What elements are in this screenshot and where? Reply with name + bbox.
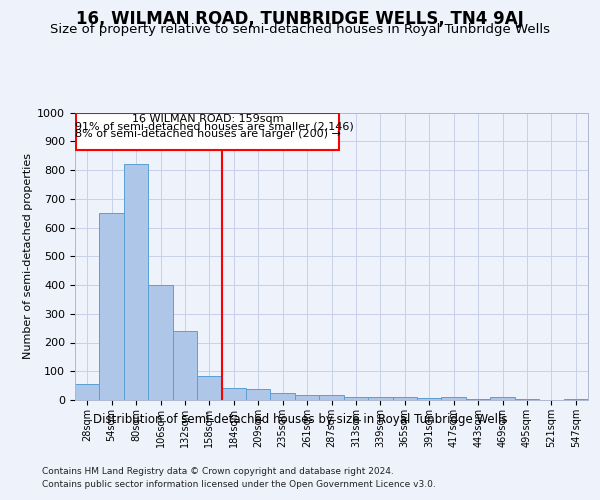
Bar: [368, 396, 392, 400]
Y-axis label: Number of semi-detached properties: Number of semi-detached properties: [23, 153, 33, 359]
Text: 8% of semi-detached houses are larger (200) →: 8% of semi-detached houses are larger (2…: [74, 129, 340, 139]
Bar: [173, 331, 197, 400]
Text: Contains public sector information licensed under the Open Government Licence v3: Contains public sector information licen…: [42, 480, 436, 489]
Bar: [417, 398, 442, 400]
Bar: [490, 397, 515, 400]
Text: 16 WILMAN ROAD: 159sqm: 16 WILMAN ROAD: 159sqm: [132, 114, 283, 124]
Bar: [221, 388, 246, 400]
Text: Distribution of semi-detached houses by size in Royal Tunbridge Wells: Distribution of semi-detached houses by …: [93, 412, 507, 426]
Bar: [100, 213, 124, 400]
Text: Contains HM Land Registry data © Crown copyright and database right 2024.: Contains HM Land Registry data © Crown c…: [42, 468, 394, 476]
Bar: [344, 397, 368, 400]
Text: Size of property relative to semi-detached houses in Royal Tunbridge Wells: Size of property relative to semi-detach…: [50, 22, 550, 36]
Text: ← 91% of semi-detached houses are smaller (2,146): ← 91% of semi-detached houses are smalle…: [62, 122, 353, 132]
Bar: [246, 388, 271, 400]
Bar: [392, 397, 417, 400]
Text: 16, WILMAN ROAD, TUNBRIDGE WELLS, TN4 9AJ: 16, WILMAN ROAD, TUNBRIDGE WELLS, TN4 9A…: [76, 10, 524, 28]
Bar: [76, 112, 339, 150]
Bar: [148, 285, 173, 400]
Bar: [75, 384, 100, 400]
Bar: [197, 376, 221, 400]
Bar: [271, 393, 295, 400]
Bar: [319, 395, 344, 400]
Bar: [442, 397, 466, 400]
Bar: [295, 395, 319, 400]
Bar: [124, 164, 148, 400]
